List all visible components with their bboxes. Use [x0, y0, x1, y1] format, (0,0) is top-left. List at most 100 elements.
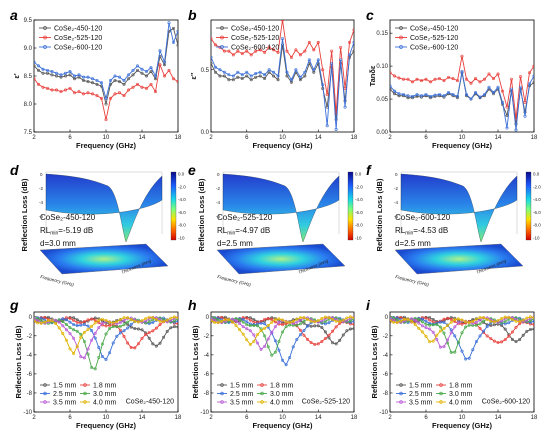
data-point	[72, 328, 76, 332]
data-point	[236, 70, 240, 74]
data-point	[334, 128, 338, 132]
data-point	[93, 336, 97, 340]
data-point	[79, 355, 83, 359]
data-point	[266, 345, 270, 349]
data-point	[471, 321, 475, 325]
data-point	[104, 318, 108, 322]
x-tick-label: 6	[68, 415, 72, 421]
data-point	[435, 337, 439, 341]
data-point	[413, 316, 417, 320]
legend-entry: 4.0 mm	[449, 399, 473, 406]
data-point	[79, 323, 83, 327]
data-point	[126, 326, 130, 330]
data-point	[43, 320, 47, 324]
data-point	[41, 67, 45, 71]
data-point	[273, 325, 277, 329]
y-tick-label: 0	[385, 315, 389, 321]
data-point	[211, 55, 213, 59]
data-point	[289, 55, 293, 59]
data-point	[68, 347, 72, 351]
data-point	[129, 346, 133, 350]
data-point	[482, 319, 486, 323]
data-point	[348, 320, 352, 324]
data-point	[334, 317, 338, 321]
data-point	[464, 325, 468, 329]
data-point	[127, 77, 131, 81]
data-point	[528, 320, 532, 324]
data-point	[424, 334, 428, 338]
data-point	[338, 338, 342, 342]
series-line	[34, 63, 178, 120]
colorbar-tick-label: -4.0	[178, 197, 186, 202]
rl-subscript: min	[50, 231, 58, 237]
data-point	[118, 75, 122, 79]
data-point	[162, 335, 166, 339]
data-point	[471, 319, 475, 323]
data-point	[111, 323, 115, 327]
data-point	[523, 114, 527, 118]
y-tick-label: -4	[383, 353, 389, 359]
data-point	[111, 341, 115, 345]
data-point	[111, 321, 115, 325]
thickness-annotation: d=2.5 mm	[395, 239, 431, 248]
data-point	[431, 323, 435, 327]
x-tick-label: 2	[388, 135, 392, 141]
z-tick-label: -2	[394, 186, 398, 191]
data-point	[323, 317, 327, 321]
data-point	[163, 74, 167, 78]
data-point	[460, 318, 464, 322]
data-point	[140, 85, 144, 89]
y-tick-label: -8	[204, 391, 210, 397]
legend-marker	[83, 391, 87, 396]
rl-min-annotation: RLmin=-5.19 dB	[40, 226, 93, 237]
legend-entry: 3.5 mm	[230, 399, 254, 406]
data-point	[126, 320, 130, 324]
data-point	[478, 316, 482, 320]
data-point	[248, 324, 252, 328]
data-point	[442, 320, 446, 324]
data-point	[410, 80, 414, 84]
data-point	[285, 49, 289, 53]
legend-marker	[399, 26, 403, 30]
data-point	[140, 336, 144, 340]
data-point	[169, 326, 173, 330]
data-point	[449, 331, 453, 335]
data-point	[45, 71, 49, 75]
data-point	[417, 321, 421, 325]
y-tick-label: 0.15	[376, 31, 388, 37]
data-point	[266, 337, 270, 341]
y-axis-label: Reflection Loss (dB)	[370, 325, 379, 398]
legend-entry: 1.5 mm	[409, 382, 433, 389]
data-point	[64, 74, 68, 78]
data-point	[122, 334, 126, 338]
z-tick-label: -4	[216, 200, 220, 205]
data-point	[352, 28, 354, 32]
data-point	[154, 90, 158, 94]
data-point	[64, 316, 68, 320]
data-point	[75, 344, 79, 348]
panel-letter-i: i	[366, 297, 371, 313]
data-point	[288, 321, 292, 325]
data-point	[471, 348, 475, 352]
data-point	[82, 323, 86, 327]
data-point	[216, 321, 220, 325]
data-point	[234, 319, 238, 323]
legend-marker	[43, 45, 47, 49]
data-point	[59, 73, 63, 77]
data-point	[259, 319, 263, 323]
data-point	[316, 58, 320, 62]
data-point	[518, 75, 522, 79]
y-tick-label: 0	[206, 315, 210, 321]
data-point	[437, 92, 441, 96]
data-point	[456, 340, 460, 344]
data-point	[325, 124, 329, 128]
data-point	[82, 320, 86, 324]
x-tick-label: 10	[459, 415, 466, 421]
rl-surface	[45, 173, 163, 243]
legend-entry: 3.0 mm	[449, 391, 473, 398]
data-point	[327, 317, 331, 321]
panel-b: 2 6 10 14 18 0.0 0.5 Frequency (GHz) ε'' CoSe₂-45…	[189, 19, 358, 150]
data-point	[338, 321, 342, 325]
data-point	[277, 339, 281, 343]
data-point	[503, 317, 507, 321]
